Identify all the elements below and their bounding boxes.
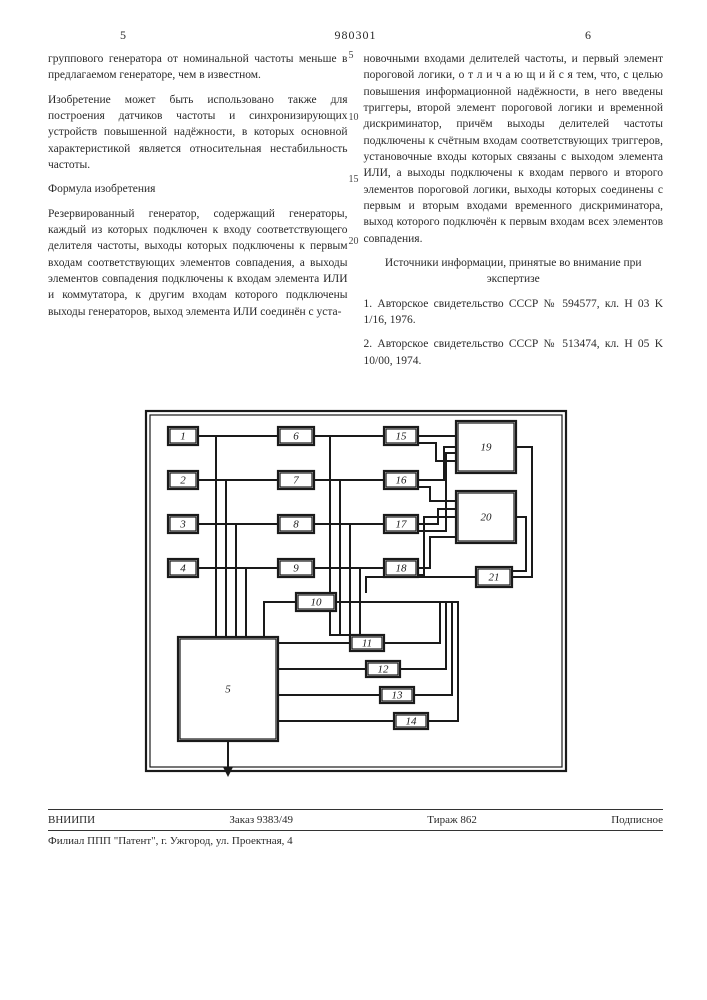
svg-text:18: 18 [395, 562, 407, 574]
svg-text:2: 2 [180, 474, 186, 486]
svg-text:16: 16 [395, 474, 407, 486]
footer: ВНИИПИ Заказ 9383/49 Тираж 862 Подписное… [48, 809, 663, 847]
footer-line-2: Филиал ППП "Патент", г. Ужгород, ул. Про… [48, 830, 663, 847]
paragraph: Изобретение может быть использовано такж… [48, 92, 348, 174]
svg-text:17: 17 [395, 518, 407, 530]
line-marker: 20 [349, 236, 359, 247]
svg-text:14: 14 [405, 715, 417, 727]
paragraph: новочными входами делителей частоты, и п… [364, 51, 664, 247]
svg-text:20: 20 [480, 511, 492, 523]
svg-text:6: 6 [293, 430, 299, 442]
svg-text:5: 5 [225, 683, 231, 695]
page-header: 5 980301 6 [48, 28, 663, 43]
svg-text:3: 3 [179, 518, 186, 530]
line-number-gutter: 5 10 15 20 [349, 50, 359, 247]
sources-title: Источники информации, принятые во вниман… [364, 255, 664, 288]
svg-text:4: 4 [180, 562, 186, 574]
svg-text:7: 7 [293, 474, 299, 486]
paragraph: группового генератора от номинальной час… [48, 51, 348, 84]
footer-line-1: ВНИИПИ Заказ 9383/49 Тираж 862 Подписное [48, 809, 663, 826]
svg-text:19: 19 [480, 441, 492, 453]
svg-text:13: 13 [391, 689, 403, 701]
line-marker: 10 [349, 112, 359, 123]
footer-tirazh: Тираж 862 [427, 814, 477, 826]
svg-text:8: 8 [293, 518, 299, 530]
svg-text:1: 1 [180, 430, 186, 442]
page-number-right: 6 [585, 28, 663, 43]
column-right: новочными входами делителей частоты, и п… [364, 51, 664, 377]
svg-text:11: 11 [361, 637, 371, 649]
line-marker: 15 [349, 174, 359, 185]
svg-text:12: 12 [377, 663, 389, 675]
diagram-container: 123456789101112131415161718192021 [48, 391, 663, 791]
column-left: группового генератора от номинальной час… [48, 51, 348, 377]
section-title: Формула изобретения [48, 181, 348, 197]
svg-text:21: 21 [488, 571, 499, 583]
footer-org: ВНИИПИ [48, 814, 95, 826]
svg-text:9: 9 [293, 562, 299, 574]
line-marker: 5 [349, 50, 359, 61]
block-diagram: 123456789101112131415161718192021 [116, 391, 596, 791]
svg-text:15: 15 [395, 430, 407, 442]
page-number-left: 5 [48, 28, 126, 43]
document-number: 980301 [335, 28, 377, 43]
source-item: 2. Авторское свидетельство СССР № 513474… [364, 336, 664, 369]
footer-order: Заказ 9383/49 [229, 814, 293, 826]
footer-address: Филиал ППП "Патент", г. Ужгород, ул. Про… [48, 835, 293, 847]
svg-text:10: 10 [310, 596, 322, 608]
source-item: 1. Авторское свидетельство СССР № 594577… [364, 296, 664, 329]
paragraph: Резервированный генератор, содержащий ге… [48, 206, 348, 320]
page: 5 980301 6 5 10 15 20 группового генерат… [0, 0, 707, 867]
footer-sub: Подписное [611, 814, 663, 826]
